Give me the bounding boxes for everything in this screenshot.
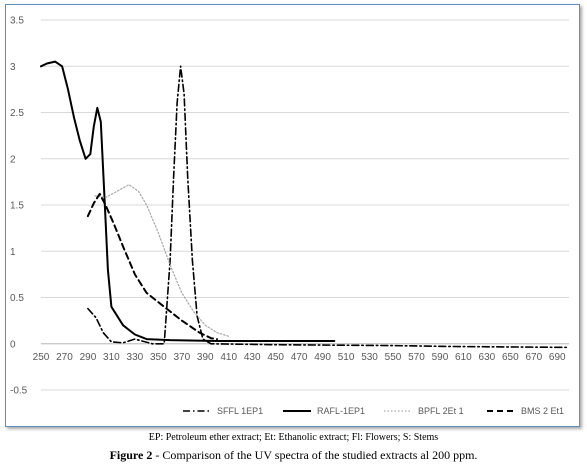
x-tick-label: 530	[361, 352, 378, 363]
series-line-sffl-1ep1	[87, 65, 570, 349]
y-tick-label: 2.5	[10, 108, 24, 119]
x-tick-label: 270	[56, 352, 73, 363]
y-tick-label: 2	[10, 154, 16, 165]
series-line-bpfl-2et-1	[94, 184, 230, 337]
legend: SFFL 1EP1 RAFL-1EP1 BPFL 2Et 1 BMS 2 Et1	[183, 406, 564, 416]
x-tick-label: 370	[173, 352, 190, 363]
legend-label: RAFL-1EP1	[317, 406, 365, 416]
figure-text: - Comparison of the UV spectra of the st…	[152, 448, 478, 462]
x-tick-label: 550	[385, 352, 402, 363]
y-tick-label: 0.5	[10, 293, 24, 304]
x-tick-label: 390	[197, 352, 214, 363]
x-tick-label: 430	[244, 352, 261, 363]
figure-frame	[5, 4, 580, 427]
y-tick-label: 1.5	[10, 201, 24, 212]
x-tick-label: 250	[33, 352, 50, 363]
uv-spectra-chart: 3.5 3 2.5 2 1.5 1 0.5 0 -0.5 250 270 290 310 330 350 3…	[10, 16, 570, 416]
caption-note: EP: Petroleum ether extract; Et: Ethanol…	[148, 432, 439, 443]
x-tick-label: 670	[525, 352, 542, 363]
y-tick-label: 3.5	[10, 16, 24, 27]
x-tick-label: 450	[267, 352, 284, 363]
legend-label: BMS 2 Et1	[521, 406, 564, 416]
x-tick-label: 610	[455, 352, 472, 363]
series-lines	[40, 60, 570, 349]
x-tick-label: 490	[314, 352, 331, 363]
x-tick-label: 510	[338, 352, 355, 363]
y-tick-label: 3	[10, 62, 16, 73]
x-tick-label: 350	[150, 352, 167, 363]
caption-title: Figure 2 - Comparison of the UV spectra …	[0, 448, 587, 463]
y-tick-label: 0	[10, 339, 16, 350]
x-tick-label: 330	[127, 352, 144, 363]
y-tick-label: -0.5	[10, 386, 28, 397]
figure-label: Figure 2	[109, 448, 153, 462]
x-tick-label: 570	[408, 352, 425, 363]
x-tick-labels: 250 270 290 310 330 350 370 390 410 430 450 470 490 5…	[33, 352, 566, 363]
series-line-bms-2-et1	[86, 192, 218, 341]
y-tick-label: 1	[10, 247, 16, 258]
legend-label: BPFL 2Et 1	[418, 406, 464, 416]
y-tick-labels: 3.5 3 2.5 2 1.5 1 0.5 0 -0.5	[10, 16, 28, 397]
x-tick-label: 690	[549, 352, 566, 363]
x-tick-label: 630	[479, 352, 496, 363]
x-tick-label: 410	[220, 352, 237, 363]
x-tick-label: 650	[502, 352, 519, 363]
x-tick-label: 310	[103, 352, 120, 363]
series-line-rafl-1ep1	[40, 60, 336, 342]
x-tick-label: 290	[80, 352, 97, 363]
legend-label: SFFL 1EP1	[217, 406, 263, 416]
x-tick-label: 470	[291, 352, 308, 363]
grid-lines	[41, 19, 569, 391]
x-tick-label: 590	[432, 352, 449, 363]
